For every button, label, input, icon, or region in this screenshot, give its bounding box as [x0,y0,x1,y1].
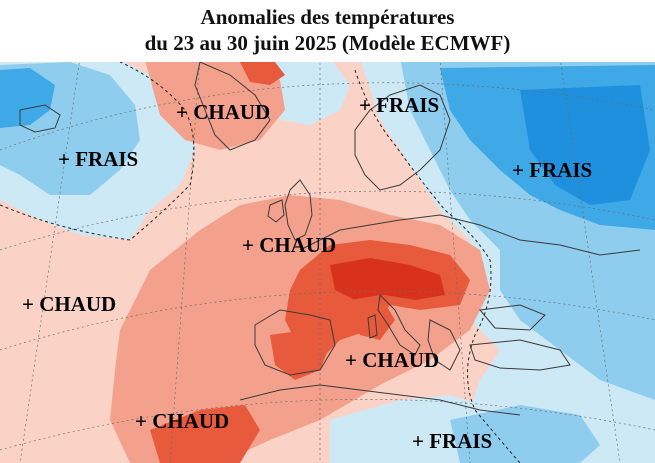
label-frais-west-atlantic: + FRAIS [58,147,139,171]
label-chaud-uk-france: + CHAUD [242,233,337,257]
label-frais-scandinavia: + FRAIS [359,93,440,117]
label-frais-east-med: + FRAIS [412,429,493,453]
label-chaud-north-atlantic: + CHAUD [176,100,271,124]
anomaly-cool-mediterranean-medium [450,405,600,463]
label-chaud-atlantic: + CHAUD [22,292,117,316]
anomaly-cool-west-atlantic-strong [0,68,55,128]
label-chaud-mediterranean: + CHAUD [345,348,440,372]
anomaly-warm-north-atlantic-strong [240,62,285,85]
anomaly-warm-north-africa-strong [150,405,260,463]
coastlines [19,61,641,416]
label-chaud-south-atlantic: + CHAUD [135,409,230,433]
label-frais-russia: + FRAIS [512,158,593,182]
anomaly-warm-north-atlantic-medium [145,60,285,150]
map-title: Anomalies des températures du 23 au 30 j… [0,0,655,62]
graticule [0,58,655,463]
anomaly-warm-mediterranean-strong [350,295,395,340]
title-line-2: du 23 au 30 juin 2025 (Modèle ECMWF) [144,31,511,55]
title-line-1: Anomalies des températures [200,5,455,29]
anomaly-zero-contour [0,61,521,463]
anomaly-cool-russia-extreme [520,85,650,205]
anomaly-warm-iberia-strong [270,330,330,380]
anomaly-warm-europe-extreme [330,258,445,300]
